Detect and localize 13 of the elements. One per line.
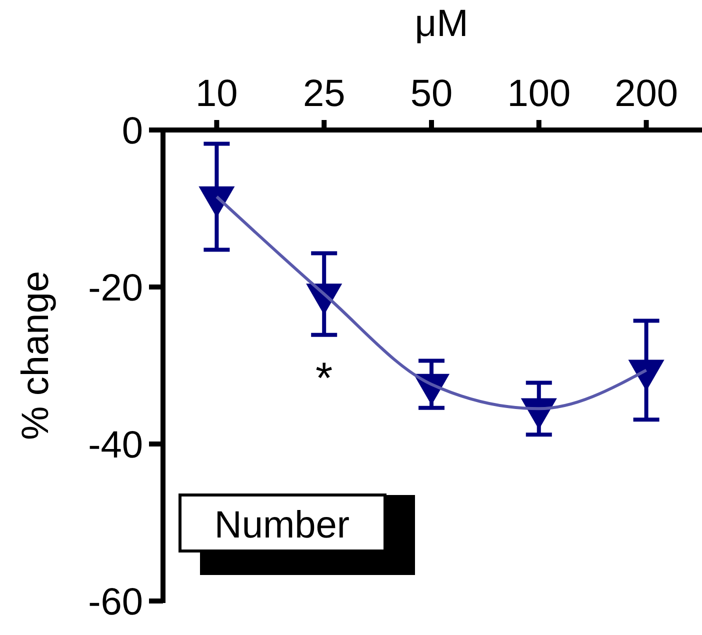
- x-tick-label: 25: [302, 73, 346, 115]
- x-tick-label: 200: [614, 73, 678, 115]
- annotation: *: [316, 354, 333, 403]
- y-tick-label: -40: [88, 424, 143, 466]
- x-axis-title: μM: [414, 3, 468, 45]
- x-tick-label: 100: [507, 73, 571, 115]
- annotation: Number: [214, 504, 350, 546]
- x-tick-label: 10: [196, 73, 238, 115]
- x-tick-label: 50: [410, 73, 453, 115]
- y-tick-label: 0: [122, 110, 143, 152]
- y-tick-label: -20: [88, 267, 143, 310]
- y-axis-title: % change: [15, 270, 57, 440]
- y-tick-label: -60: [88, 581, 143, 624]
